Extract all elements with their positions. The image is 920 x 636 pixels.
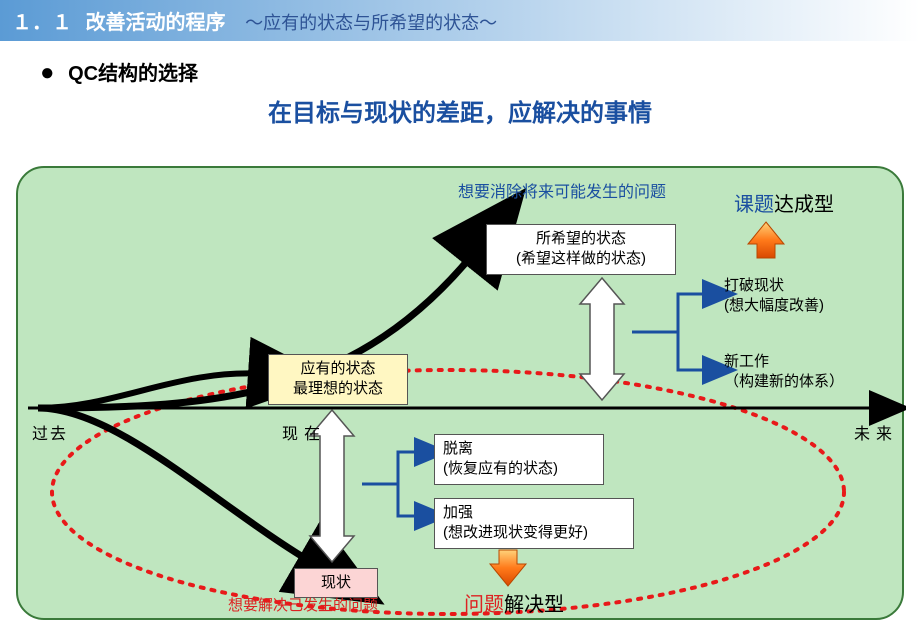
branch-bottom-0-l1: 脱离 bbox=[443, 439, 595, 459]
branch-bottom-1-l1: 加强 bbox=[443, 503, 625, 523]
type-bottom: 问题解决型 bbox=[464, 592, 564, 619]
branch-bottom-0-l2: (恢复应有的状态) bbox=[443, 459, 595, 479]
top-note: 想要消除将来可能发生的问题 bbox=[458, 182, 666, 204]
curve-to-current bbox=[38, 408, 318, 566]
axis-now: 现在 bbox=[282, 420, 326, 444]
bullet-heading: ● QC结构的选择 bbox=[0, 41, 920, 87]
box-current-l1: 现状 bbox=[303, 573, 369, 593]
header-subtitle: ～应有的状态与所希望的状态～ bbox=[245, 13, 497, 33]
type-top-suffix: 达成型 bbox=[774, 194, 834, 216]
branch-bottom-1: 加强 (想改进现状变得更好) bbox=[434, 498, 634, 549]
bullet-text: QC结构的选择 bbox=[68, 63, 198, 85]
blue-bracket-top bbox=[632, 294, 708, 370]
type-top-prefix: 课题 bbox=[734, 194, 774, 216]
axis-future: 未来 bbox=[854, 420, 898, 444]
branch-top-0: 打破现状 (想大幅度改善) bbox=[724, 276, 824, 317]
axis-past: 过去 bbox=[32, 420, 68, 444]
box-ideal-l2: 最理想的状态 bbox=[277, 379, 399, 399]
branch-top-0-l1: 打破现状 bbox=[724, 276, 824, 296]
curve-to-hope bbox=[38, 248, 478, 408]
diagram-canvas: 想要消除将来可能发生的问题 课题达成型 问题解决型 所希望的状态 (希望这样做的… bbox=[16, 166, 904, 620]
branch-top-1-l2: （构建新的体系） bbox=[724, 372, 844, 392]
branch-top-0-l2: (想大幅度改善) bbox=[724, 296, 824, 316]
diagram-svg bbox=[18, 168, 906, 622]
bullet-mark: ● bbox=[40, 59, 55, 86]
type-top: 课题达成型 bbox=[734, 192, 834, 219]
type-bottom-suffix: 解决型 bbox=[504, 594, 564, 616]
box-hope: 所希望的状态 (希望这样做的状态) bbox=[486, 224, 676, 275]
box-current: 现状 bbox=[294, 568, 378, 598]
bottom-note: 想要解决己发生的问题 bbox=[228, 596, 378, 616]
slide-header: １．１ 改善活动的程序 ～应有的状态与所希望的状态～ bbox=[0, 0, 920, 41]
double-arrow-hope-gap bbox=[580, 278, 624, 400]
orange-arrow-down-icon bbox=[490, 550, 526, 586]
header-number: １．１ bbox=[12, 12, 72, 34]
box-ideal-l1: 应有的状态 bbox=[277, 359, 399, 379]
box-hope-l2: (希望这样做的状态) bbox=[495, 249, 667, 269]
orange-arrow-up-icon bbox=[748, 222, 784, 258]
type-bottom-prefix: 问题 bbox=[464, 594, 504, 616]
blue-bracket-bottom bbox=[362, 452, 420, 516]
diagram-subtitle: 在目标与现状的差距，应解决的事情 bbox=[0, 93, 920, 128]
branch-top-1-l1: 新工作 bbox=[724, 352, 844, 372]
branch-bottom-1-l2: (想改进现状变得更好) bbox=[443, 523, 625, 543]
branch-bottom-0: 脱离 (恢复应有的状态) bbox=[434, 434, 604, 485]
box-hope-l1: 所希望的状态 bbox=[495, 229, 667, 249]
branch-top-1: 新工作 （构建新的体系） bbox=[724, 352, 844, 393]
header-title: 改善活动的程序 bbox=[86, 12, 226, 34]
box-ideal: 应有的状态 最理想的状态 bbox=[268, 354, 408, 405]
